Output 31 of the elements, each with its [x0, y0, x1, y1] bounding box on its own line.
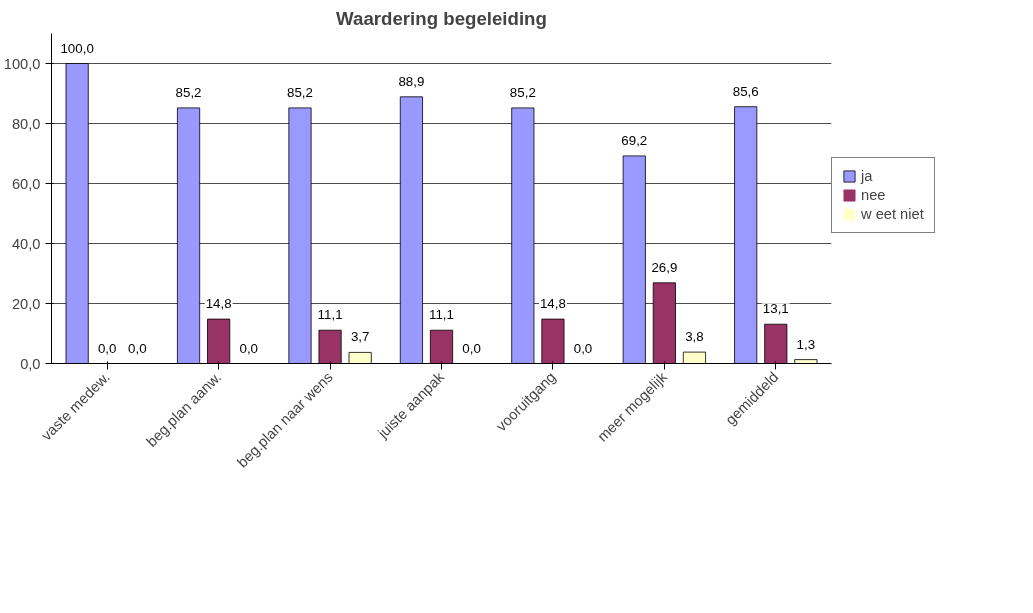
data-label: 85,2: [509, 84, 536, 100]
data-label: 1,3: [796, 336, 816, 352]
data-label: 88,9: [398, 73, 425, 89]
data-label: 3,8: [685, 329, 704, 345]
data-label: 13,1: [762, 301, 789, 317]
data-label: 14,8: [205, 296, 232, 312]
y-tick-label: 40,0: [11, 235, 41, 252]
legend-label: ja: [861, 168, 874, 184]
data-label: 85,6: [732, 83, 759, 99]
y-tick-label: 100,0: [3, 55, 41, 72]
chart-title: Waardering begeleiding: [336, 7, 547, 29]
data-label: 0,0: [462, 340, 481, 356]
data-label: 0,0: [573, 340, 593, 356]
data-label: 14,8: [539, 296, 566, 312]
data-label: 0,0: [128, 340, 147, 356]
legend-label: w eet niet: [861, 206, 924, 222]
data-label: 100,0: [60, 40, 94, 56]
y-tick-label: 20,0: [11, 295, 41, 312]
data-label: 85,2: [287, 84, 313, 100]
data-label: 0,0: [239, 340, 258, 356]
data-label: 11,1: [317, 307, 343, 323]
data-label: 0,0: [97, 340, 117, 356]
y-tick-label: 80,0: [11, 115, 41, 132]
data-label: 85,2: [175, 84, 202, 100]
y-tick-label: 60,0: [11, 175, 41, 192]
data-label: 69,2: [621, 132, 648, 148]
legend-label: nee: [861, 187, 886, 203]
data-label: 11,1: [429, 307, 454, 323]
y-tick-label: 0,0: [20, 355, 41, 372]
data-label: 26,9: [651, 259, 678, 275]
data-label: 3,7: [350, 329, 370, 345]
